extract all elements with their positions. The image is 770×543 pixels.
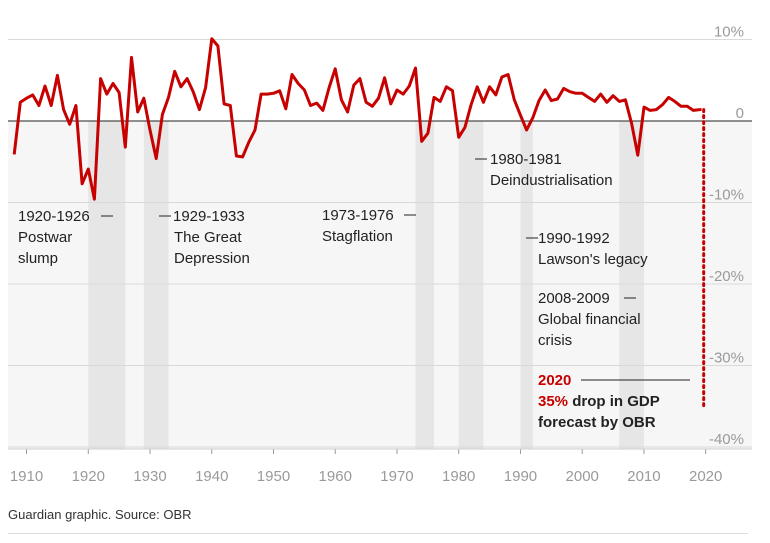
annotation-highlight-percent: 35% xyxy=(538,393,568,410)
annotation-highlight-2020: 2020 xyxy=(538,372,571,389)
annotation-range-1929-1933: 1929-1933 xyxy=(173,208,245,225)
period-band-1973-1976 xyxy=(415,121,435,449)
chart-canvas: 10% 0 -10% -20% -30% -40% 1910 1920 1930 1940 1950… xyxy=(8,24,752,485)
x-tick-label: 1930 xyxy=(133,468,166,485)
annotation-highlight-drop-text: drop in GDP xyxy=(568,393,660,410)
annotation-range-1973-1976: 1973-1976 xyxy=(322,207,394,224)
annotation-range-1920-1926: 1920-1926 xyxy=(18,208,90,225)
annotation-desc-slump: slump xyxy=(18,250,58,267)
x-tick-label: 1910 xyxy=(10,468,43,485)
y-tick-label: -10% xyxy=(709,187,744,204)
annotation-highlight-drop: 35% drop in GDP xyxy=(538,393,660,410)
annotation-desc-depression: Depression xyxy=(174,250,250,267)
x-tick-label: 1990 xyxy=(504,468,537,485)
period-band-1929-1933 xyxy=(143,121,169,449)
y-tick-label: -20% xyxy=(709,268,744,285)
period-band-1980-1981 xyxy=(458,121,484,449)
x-tick-label: 1940 xyxy=(195,468,228,485)
y-tick-label: -40% xyxy=(709,431,744,448)
x-tick-label: 1920 xyxy=(72,468,105,485)
annotation-desc-deindustrialisation: Deindustrialisation xyxy=(490,172,613,189)
annotation-desc-global-financial: Global financial xyxy=(538,311,641,328)
annotation-range-1990-1992: 1990-1992 xyxy=(538,230,610,247)
annotation-desc-lawsons-legacy: Lawson's legacy xyxy=(538,251,648,268)
footer-divider xyxy=(8,533,748,534)
period-band-2008-2009 xyxy=(619,121,644,449)
annotation-highlight-forecast: forecast by OBR xyxy=(538,414,656,431)
x-tick-label: 1980 xyxy=(442,468,475,485)
x-tick-label: 1960 xyxy=(319,468,352,485)
source-credit: Guardian graphic. Source: OBR xyxy=(8,507,192,522)
y-tick-label: 0 xyxy=(736,105,744,122)
x-tick-label: 2020 xyxy=(689,468,722,485)
annotation-desc-stagflation: Stagflation xyxy=(322,228,393,245)
x-tick-label: 2010 xyxy=(627,468,660,485)
x-tick-label: 1970 xyxy=(380,468,413,485)
period-band-1920-1926 xyxy=(88,121,126,449)
series-line-historical xyxy=(12,37,700,201)
annotation-desc-postwar: Postwar xyxy=(18,229,72,246)
annotation-desc-crisis: crisis xyxy=(538,332,572,349)
y-tick-label: 10% xyxy=(714,24,744,41)
annotation-range-2008-2009: 2008-2009 xyxy=(538,290,610,307)
x-tick-label: 1950 xyxy=(257,468,290,485)
y-tick-label: -30% xyxy=(709,350,744,367)
annotation-range-1980-1981: 1980-1981 xyxy=(490,151,562,168)
annotation-desc-great: The Great xyxy=(174,229,242,246)
period-band-1990-1992 xyxy=(520,121,533,449)
x-tick-label: 2000 xyxy=(566,468,599,485)
